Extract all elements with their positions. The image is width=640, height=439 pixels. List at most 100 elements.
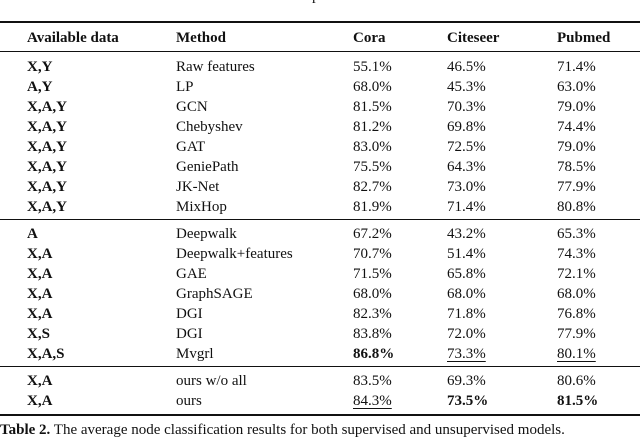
cell-cora: 75.5%: [353, 159, 392, 175]
cell-data: X,A: [27, 286, 53, 302]
cell-citeseer: 73.0%: [447, 179, 486, 195]
cell-citeseer: 69.3%: [447, 373, 486, 389]
cell-cora: 68.0%: [353, 286, 392, 302]
cell-pubmed: 80.6%: [557, 373, 596, 389]
table-row: X,A,Y JK-Net 82.7% 73.0% 77.9%: [0, 177, 640, 197]
cell-citeseer: 71.8%: [447, 306, 486, 322]
bottom-rule: [0, 414, 640, 416]
table-row: X,A,Y MixHop 81.9% 71.4% 80.8%: [0, 197, 640, 217]
table-row: X,A,Y GCN 81.5% 70.3% 79.0%: [0, 97, 640, 117]
cell-cora: 84.3%: [353, 393, 392, 409]
table-row: X,A DGI 82.3% 71.8% 76.8%: [0, 304, 640, 324]
cell-cora: 67.2%: [353, 226, 392, 242]
cell-citeseer: 73.3%: [447, 346, 486, 362]
cell-method: GAE: [176, 266, 207, 282]
cell-cora: 86.8%: [353, 346, 395, 362]
group-rule: [0, 219, 640, 220]
cell-citeseer: 65.8%: [447, 266, 486, 282]
cell-method: DGI: [176, 306, 203, 322]
cell-pubmed: 74.3%: [557, 246, 596, 262]
cell-pubmed: 71.4%: [557, 59, 596, 75]
cell-citeseer: 64.3%: [447, 159, 486, 175]
cell-data: X,A,Y: [27, 99, 67, 115]
cell-method: ours: [176, 393, 202, 409]
cell-cora: 82.3%: [353, 306, 392, 322]
cell-pubmed: 78.5%: [557, 159, 596, 175]
table-row: X,A Deepwalk+features 70.7% 51.4% 74.3%: [0, 244, 640, 264]
header-method: Method: [176, 30, 226, 46]
cell-cora: 81.2%: [353, 119, 392, 135]
cell-method: GAT: [176, 139, 206, 155]
table-row: X,A ours 84.3% 73.5% 81.5%: [0, 391, 640, 411]
cell-citeseer: 43.2%: [447, 226, 486, 242]
cell-pubmed: 63.0%: [557, 79, 596, 95]
cell-data: X,A,S: [27, 346, 65, 362]
cell-citeseer: 68.0%: [447, 286, 486, 302]
cell-cora: 68.0%: [353, 79, 392, 95]
page-fragment: p: [312, 0, 320, 5]
table-header: Available data Method Cora Citeseer Pubm…: [0, 28, 640, 48]
table-row: A,Y LP 68.0% 45.3% 63.0%: [0, 77, 640, 97]
cell-method: DGI: [176, 326, 203, 342]
cell-citeseer: 51.4%: [447, 246, 486, 262]
table-row: X,A GraphSAGE 68.0% 68.0% 68.0%: [0, 284, 640, 304]
header-available-data: Available data: [27, 30, 119, 46]
cell-citeseer: 72.5%: [447, 139, 486, 155]
cell-cora: 70.7%: [353, 246, 392, 262]
cell-cora: 83.0%: [353, 139, 392, 155]
cell-data: X,A: [27, 266, 53, 282]
cell-cora: 81.9%: [353, 199, 392, 215]
cell-data: X,S: [27, 326, 50, 342]
header-cora: Cora: [353, 30, 386, 46]
table-row: X,Y Raw features 55.1% 46.5% 71.4%: [0, 57, 640, 77]
table-row: X,A,Y GeniePath 75.5% 64.3% 78.5%: [0, 157, 640, 177]
caption-text: The average node classification results …: [50, 422, 565, 438]
cell-data: A: [27, 226, 38, 242]
cell-data: X,A: [27, 393, 53, 409]
table-row: X,A,Y GAT 83.0% 72.5% 79.0%: [0, 137, 640, 157]
cell-method: Deepwalk: [176, 226, 237, 242]
cell-method: LP: [176, 79, 194, 95]
cell-pubmed: 72.1%: [557, 266, 596, 282]
cell-citeseer: 45.3%: [447, 79, 486, 95]
table-row: X,S DGI 83.8% 72.0% 77.9%: [0, 324, 640, 344]
cell-citeseer: 46.5%: [447, 59, 486, 75]
cell-method: JK-Net: [176, 179, 220, 195]
cell-method: ours w/o all: [176, 373, 247, 389]
cell-data: X,A,Y: [27, 179, 67, 195]
cell-pubmed: 79.0%: [557, 99, 596, 115]
cell-cora: 55.1%: [353, 59, 392, 75]
cell-method: GraphSAGE: [176, 286, 253, 302]
cell-pubmed: 80.8%: [557, 199, 596, 215]
cell-citeseer: 73.5%: [447, 393, 489, 409]
cell-data: X,A,Y: [27, 199, 67, 215]
cell-method: MixHop: [176, 199, 227, 215]
caption-label: Table 2.: [0, 422, 51, 438]
cell-pubmed: 74.4%: [557, 119, 596, 135]
table-row: X,A,Y Chebyshev 81.2% 69.8% 74.4%: [0, 117, 640, 137]
cell-method: Mvgrl: [176, 346, 214, 362]
top-rule: [0, 21, 640, 23]
cell-citeseer: 72.0%: [447, 326, 486, 342]
cell-citeseer: 71.4%: [447, 199, 486, 215]
cell-cora: 83.5%: [353, 373, 392, 389]
cell-cora: 71.5%: [353, 266, 392, 282]
cell-method: Raw features: [176, 59, 255, 75]
cell-data: X,A: [27, 306, 53, 322]
cell-data: X,A: [27, 246, 53, 262]
cell-pubmed: 80.1%: [557, 346, 596, 362]
cell-cora: 82.7%: [353, 179, 392, 195]
header-pubmed: Pubmed: [557, 30, 611, 46]
table-caption: Table 2. The average node classification…: [0, 422, 565, 439]
cell-citeseer: 69.8%: [447, 119, 486, 135]
cell-data: X,A,Y: [27, 159, 67, 175]
cell-data: X,Y: [27, 59, 53, 75]
cell-data: A,Y: [27, 79, 53, 95]
cell-pubmed: 79.0%: [557, 139, 596, 155]
cell-pubmed: 76.8%: [557, 306, 596, 322]
table-row: X,A ours w/o all 83.5% 69.3% 80.6%: [0, 371, 640, 391]
cell-pubmed: 68.0%: [557, 286, 596, 302]
header-citeseer: Citeseer: [447, 30, 500, 46]
cell-pubmed: 65.3%: [557, 226, 596, 242]
group-rule: [0, 366, 640, 367]
